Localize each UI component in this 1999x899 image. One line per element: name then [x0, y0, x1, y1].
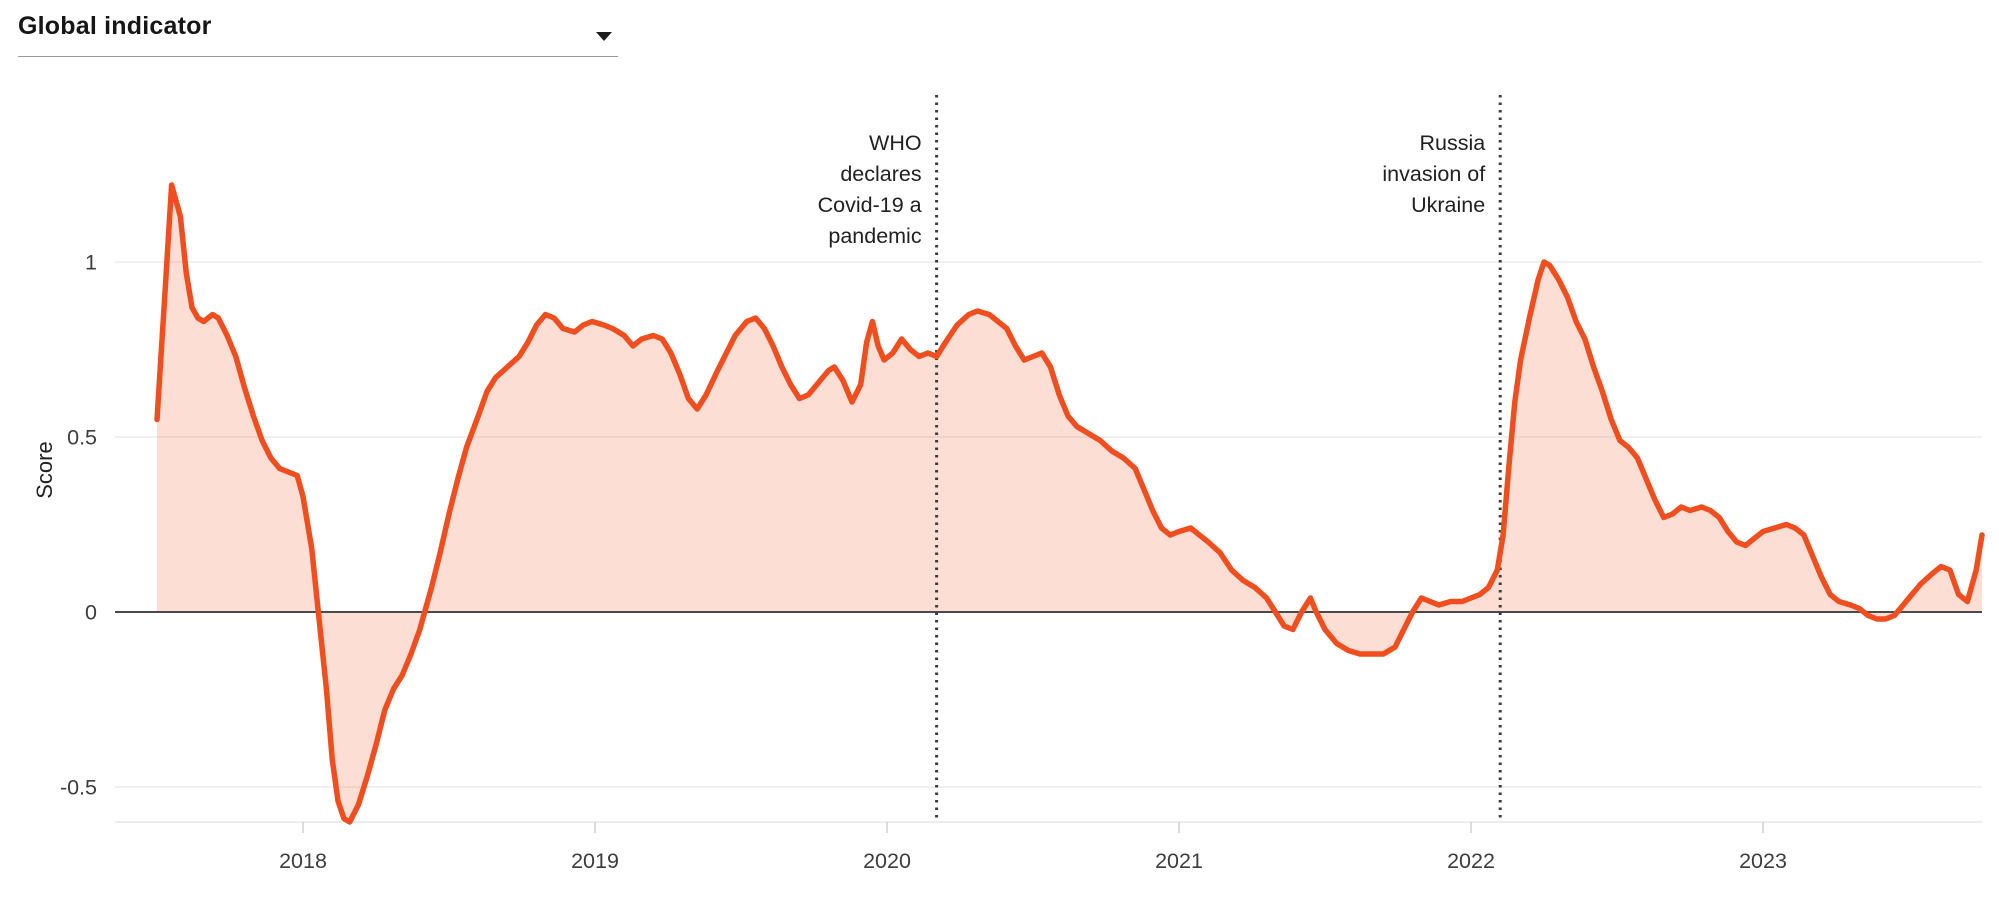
y-axis-tick-label: 1 — [85, 251, 97, 275]
score-area-fill — [157, 185, 1982, 822]
score-line — [154, 182, 1985, 825]
event-annotation-text: pandemic — [828, 224, 921, 248]
event-annotation-text: Russia — [1419, 131, 1485, 155]
x-axis-tick-label: 2019 — [571, 849, 619, 873]
y-axis-title: Score — [32, 441, 57, 498]
indicator-dropdown-value[interactable]: Global indicator — [18, 12, 212, 40]
caret-down-icon — [596, 32, 612, 41]
event-annotation-text: Ukraine — [1411, 193, 1485, 217]
event-annotation-text: WHO — [869, 131, 922, 155]
event-annotation-text: declares — [840, 162, 921, 186]
y-axis-tick-label: 0.5 — [67, 426, 97, 450]
y-axis-tick-label: -0.5 — [60, 776, 97, 800]
x-axis-tick-label: 2022 — [1447, 849, 1495, 873]
indicator-dropdown[interactable]: Global indicator — [18, 10, 618, 58]
dropdown-underline — [18, 56, 618, 57]
event-annotation-text: Covid-19 a — [818, 193, 922, 217]
x-axis-tick-label: 2020 — [863, 849, 911, 873]
x-axis-tick-label: 2018 — [279, 849, 327, 873]
x-axis-tick-label: 2021 — [1155, 849, 1203, 873]
y-axis-tick-label: 0 — [85, 601, 97, 625]
event-annotation-text: invasion of — [1382, 162, 1485, 186]
x-axis-tick-label: 2023 — [1739, 849, 1787, 873]
